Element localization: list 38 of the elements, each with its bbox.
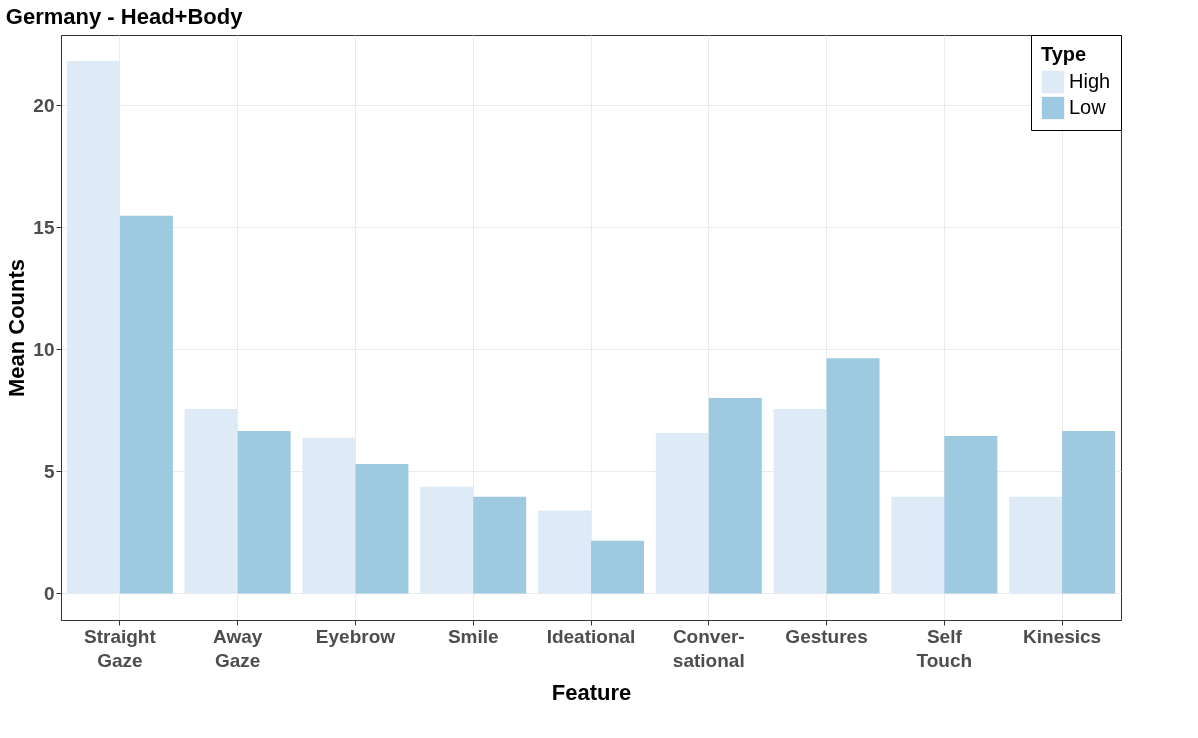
bar	[119, 215, 173, 594]
x-tick-label: Smile	[447, 625, 499, 647]
bar	[473, 496, 527, 594]
y-tick-label: 20	[33, 94, 55, 116]
x-axis-title: Feature	[551, 679, 632, 705]
bar	[302, 437, 356, 594]
x-tick-label: Self Touch	[916, 625, 973, 671]
x-tick-label: Straight Gaze	[84, 625, 157, 671]
bar	[420, 486, 474, 594]
x-tick-label: Ideational	[546, 625, 636, 647]
y-axis-title: Mean Counts	[4, 258, 30, 398]
bar	[773, 409, 827, 594]
bar	[1009, 496, 1063, 594]
bar	[591, 540, 644, 594]
bar	[1062, 431, 1116, 594]
y-tick-label: 0	[43, 582, 55, 604]
legend-title: Type	[1041, 43, 1087, 65]
x-tick-label: Eyebrow	[315, 625, 396, 647]
bar	[826, 358, 880, 594]
y-tick-label: 10	[33, 338, 55, 360]
legend-label: Low	[1069, 96, 1107, 118]
y-tick-label: 5	[43, 460, 55, 482]
x-tick-label: Gestures	[785, 625, 868, 647]
x-tick-label: Conver- sational	[672, 625, 745, 671]
bar	[355, 463, 409, 594]
bar	[184, 409, 238, 594]
chart-title: Germany - Head+Body	[5, 3, 244, 29]
legend-label: High	[1069, 70, 1111, 92]
bar	[237, 431, 291, 594]
bar	[655, 432, 709, 594]
bar	[708, 398, 762, 594]
bar	[538, 510, 591, 594]
y-tick-label: 15	[33, 216, 55, 238]
bar	[66, 61, 120, 594]
bar	[944, 435, 998, 594]
bar	[891, 496, 945, 594]
x-tick-label: Kinesics	[1023, 625, 1102, 647]
x-tick-label: Away Gaze	[213, 625, 263, 671]
